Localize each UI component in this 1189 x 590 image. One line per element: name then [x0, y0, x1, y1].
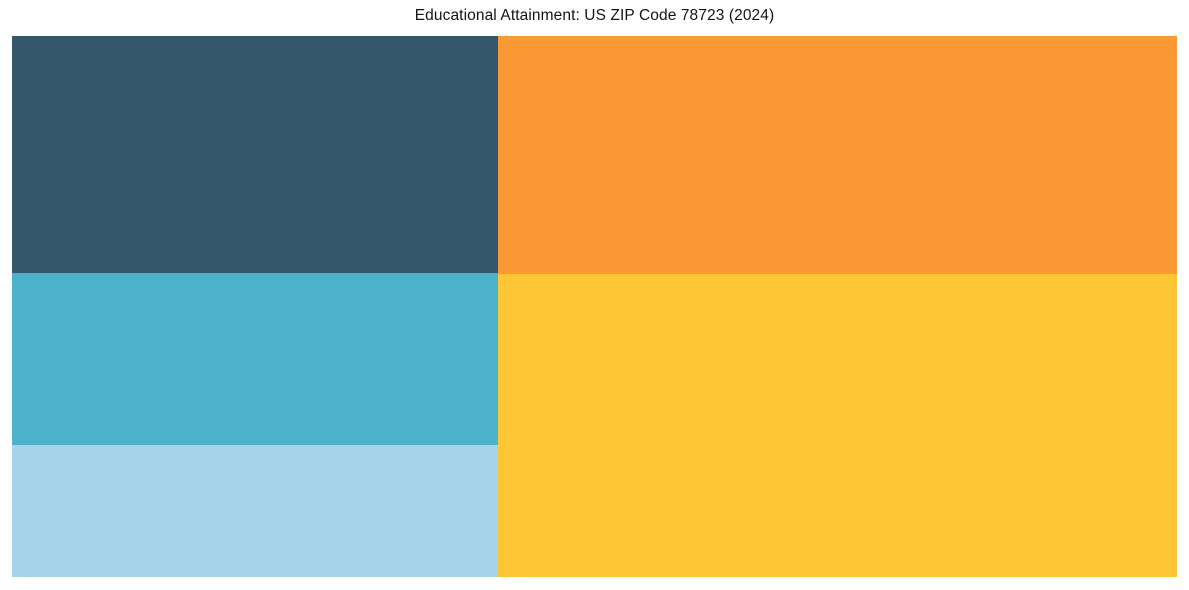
treemap-tile-bachelors-degree[interactable]: Bachelor's degree: [12, 36, 498, 273]
treemap-tile-graduate-degree[interactable]: Graduate or professional degree: [12, 445, 498, 577]
treemap-tile-less-than-high-school[interactable]: Less than high school: [498, 274, 1177, 577]
chart-title: Educational Attainment: US ZIP Code 7872…: [414, 7, 775, 24]
treemap-column-right: High school graduate Less than high scho…: [498, 36, 1177, 577]
treemap-column-left: Bachelor's degree Some college, no degre…: [12, 36, 498, 577]
treemap-plot-area: Bachelor's degree Some college, no degre…: [12, 36, 1177, 577]
treemap-tile-some-college[interactable]: Some college, no degree: [12, 273, 498, 445]
treemap-tile-high-school-graduate[interactable]: High school graduate: [498, 36, 1177, 274]
